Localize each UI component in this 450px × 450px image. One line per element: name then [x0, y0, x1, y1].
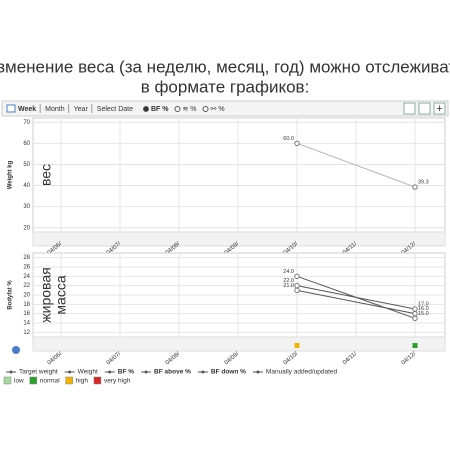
- y-tick-label: 24: [23, 274, 30, 280]
- x-tick-label: 04/07/: [106, 351, 123, 367]
- data-label: 22.0: [283, 278, 294, 284]
- legend-label: Target weight: [19, 369, 58, 376]
- data-point: [412, 310, 418, 317]
- status-swatch: [65, 376, 73, 385]
- status-swatch: [93, 376, 102, 385]
- status-swatch: [3, 376, 12, 385]
- legend-label: BF %: [118, 369, 134, 376]
- icon-button[interactable]: [433, 102, 446, 115]
- y-tick-label: 22: [23, 283, 30, 289]
- data-point: [412, 184, 418, 190]
- title-line: Изменение веса (за неделю, месяц, год) м…: [0, 57, 450, 76]
- toolbar: [1, 100, 449, 117]
- annotation: вес: [38, 164, 54, 186]
- y-tick-label: 60: [23, 141, 30, 147]
- legend-dot: [9, 370, 13, 374]
- y-tick-label: 28: [23, 255, 30, 261]
- data-point: [412, 306, 418, 312]
- legend-dot: [68, 370, 72, 374]
- y-axis-label: Weight kg: [8, 160, 14, 189]
- status-label: low: [14, 378, 24, 385]
- y-axis-label: Bodyfat %: [8, 280, 14, 310]
- title-line: в формате графиков:: [141, 77, 310, 96]
- x-tick-label: 04/08/: [165, 351, 182, 367]
- legend-dot: [256, 370, 260, 374]
- info-icon[interactable]: [12, 346, 20, 354]
- data-point: [294, 282, 300, 289]
- status-marker: [412, 343, 418, 348]
- data-label: 17.0: [418, 301, 429, 307]
- period-tab[interactable]: Select Date: [97, 106, 133, 113]
- period-tab[interactable]: Year: [74, 106, 89, 113]
- icon-button[interactable]: [418, 102, 431, 115]
- annotation: масса: [53, 275, 69, 314]
- x-tick-label: 04/12/: [401, 351, 418, 367]
- x-tick-label: 04/06/: [47, 351, 64, 367]
- date-strip: [32, 336, 446, 352]
- data-point: [412, 315, 418, 322]
- x-tick-label: 04/09/: [224, 351, 241, 367]
- period-tab[interactable]: Month: [45, 106, 65, 113]
- status-label: normal: [40, 378, 60, 385]
- legend-label: BF above %: [154, 369, 191, 376]
- x-tick-label: 04/10/: [283, 351, 300, 367]
- radio[interactable]: [142, 106, 149, 112]
- mode-label: BF %: [151, 106, 169, 113]
- status-label: high: [76, 378, 89, 385]
- legend-label: BF down %: [211, 369, 246, 376]
- period-tab[interactable]: Week: [18, 106, 36, 113]
- y-tick-label: 16: [23, 311, 30, 317]
- y-tick-label: 50: [23, 162, 30, 168]
- add-icon: +: [436, 103, 442, 115]
- y-tick-label: 18: [23, 302, 30, 308]
- y-tick-label: 20: [23, 225, 30, 231]
- legend-dot: [108, 370, 112, 374]
- legend-label: Manually added/updated: [266, 369, 338, 376]
- y-tick-label: 30: [23, 204, 30, 210]
- y-tick-label: 40: [23, 183, 30, 189]
- x-tick-label: 04/11/: [342, 351, 359, 366]
- radio[interactable]: [202, 106, 209, 112]
- calendar-icon: [6, 104, 16, 113]
- annotation: жировая: [38, 267, 54, 322]
- data-label: 39.3: [418, 179, 429, 185]
- data-label: 15.0: [418, 311, 429, 317]
- data-point: [294, 287, 300, 294]
- plot-area: [32, 117, 446, 233]
- legend-dot: [144, 370, 148, 374]
- y-tick-label: 70: [23, 120, 30, 126]
- series-line: [296, 289, 416, 315]
- data-label: 60.0: [283, 136, 294, 142]
- series-line: [296, 142, 416, 188]
- icon-button[interactable]: [403, 102, 416, 115]
- y-tick-label: 26: [23, 265, 30, 271]
- data-label: 24.0: [283, 269, 294, 275]
- y-tick-label: 12: [23, 330, 30, 336]
- date-strip: [32, 231, 446, 247]
- y-tick-label: 20: [23, 293, 30, 299]
- radio[interactable]: [174, 106, 181, 112]
- mode-label: ⚯ %: [211, 106, 225, 113]
- data-point: [294, 140, 300, 147]
- data-label: 21.0: [283, 283, 294, 289]
- status-label: very high: [104, 378, 131, 385]
- series-line: [296, 285, 416, 310]
- y-tick-label: 14: [23, 321, 30, 327]
- mode-label: ≋ %: [182, 106, 196, 113]
- data-point: [294, 273, 300, 280]
- legend-label: Weight: [78, 369, 98, 376]
- status-marker: [294, 343, 300, 348]
- data-label: 16.0: [418, 306, 429, 312]
- status-swatch: [29, 376, 38, 385]
- legend-dot: [201, 370, 205, 374]
